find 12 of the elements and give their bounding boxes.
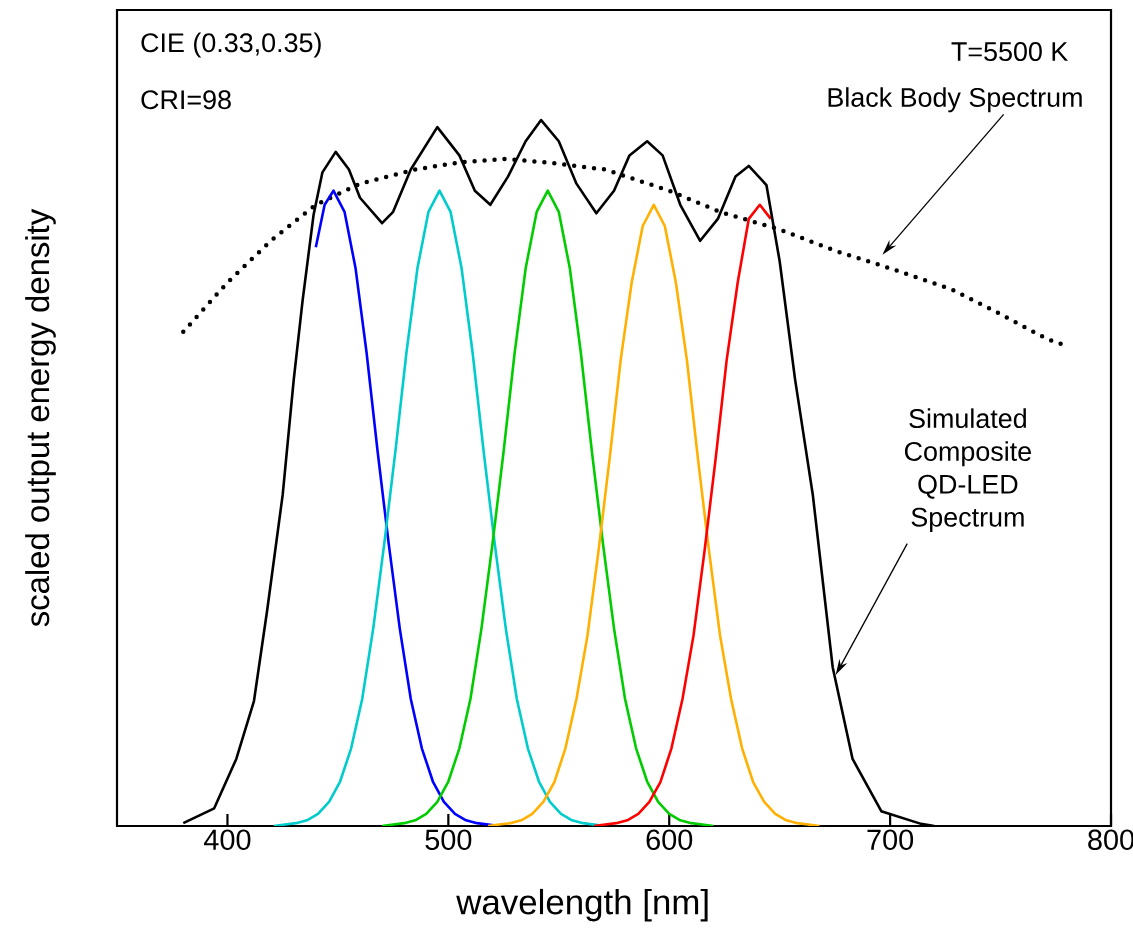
text: CIE (0.33,0.35) <box>141 32 321 58</box>
x-tick-label: 400 <box>204 829 251 850</box>
x-axis-title: wavelength [nm] <box>456 888 708 922</box>
x-tick-label: 600 <box>646 829 693 850</box>
text: CRI=98 <box>141 90 231 110</box>
x-tick-label: 800 <box>1088 829 1133 850</box>
text: Black Body Spectrum <box>828 87 1082 113</box>
x-tick-label: 700 <box>867 829 914 850</box>
y-axis-title: scaled output energy density <box>25 208 56 627</box>
x-tick-label: 500 <box>425 829 472 850</box>
text: T=5500 K <box>951 42 1068 62</box>
annotation: Simulated Composite QD-LED Spectrum <box>904 408 1031 533</box>
